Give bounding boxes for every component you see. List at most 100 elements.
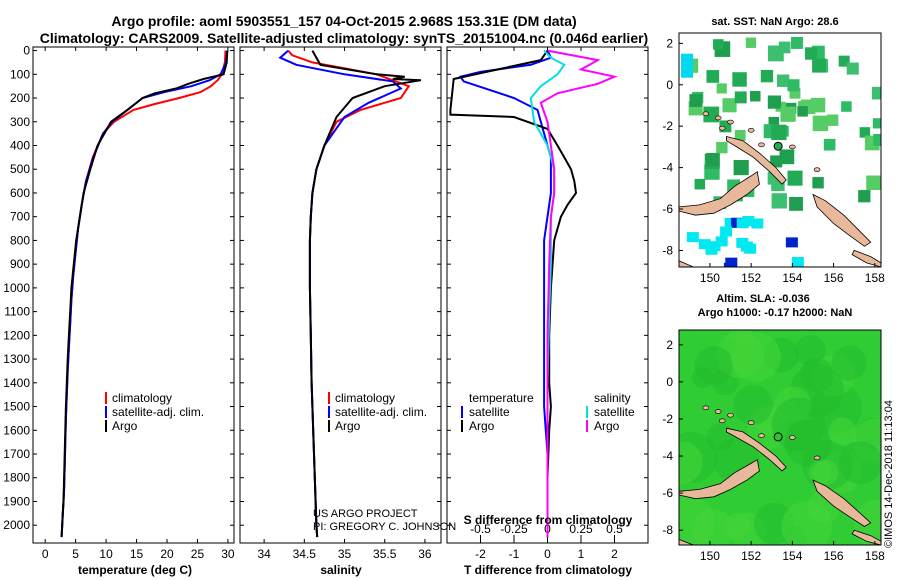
sst-cell (681, 53, 694, 78)
land-islet (813, 455, 821, 461)
x-tick-label: 152 (741, 549, 761, 563)
legend-s-argo: Argo (594, 419, 620, 433)
y-tick-label: 0 (666, 78, 673, 92)
sst-cell (846, 62, 859, 75)
sst-cell (812, 115, 829, 132)
y-tick-label: 600 (10, 186, 30, 200)
sst-cell (689, 94, 703, 107)
sla-map-subtitle: Argo h1000: -0.17 h2000: NaN (698, 307, 853, 319)
sst-cell (716, 141, 728, 154)
land-islet (718, 125, 726, 131)
y-tick-label: 1100 (4, 305, 30, 319)
sst-cell (732, 72, 747, 87)
map-content (679, 330, 881, 545)
y-tick-label: 700 (10, 210, 30, 224)
legend-salinity-title: salinity (594, 391, 631, 405)
series-line-argo (308, 50, 422, 538)
y-tick-label: 1600 (3, 423, 30, 437)
land-islet (702, 111, 710, 117)
series-line-t-argo (449, 50, 578, 538)
y-tick-label: 200 (10, 91, 30, 105)
x-tick-label: 20 (160, 547, 174, 561)
sst-map-title: sat. SST: NaN Argo: 28.6 (711, 16, 838, 28)
land-islet (758, 142, 765, 148)
t-difference-axis-label: T difference from climatology (464, 563, 632, 577)
sst-cell (705, 244, 718, 255)
y-tick-label: -8 (662, 243, 673, 257)
y-tick-label: 1200 (3, 328, 30, 342)
y-tick-label: 500 (10, 162, 30, 176)
sla-blob (771, 397, 826, 451)
sst-cell (871, 86, 881, 100)
sla-blob (799, 357, 835, 393)
x-tick-label: -2 (475, 547, 486, 561)
land-islet (702, 405, 710, 411)
y-tick-label: -6 (662, 202, 673, 216)
sst-cell (751, 218, 764, 229)
sst-cell (866, 175, 881, 191)
sst-cell (823, 138, 836, 151)
legend-temperature-title: temperature (469, 391, 534, 405)
series-line-satellite-adj-clim- (60, 50, 229, 538)
legend-climatology: climatology (335, 391, 395, 405)
sst-cell (797, 106, 808, 117)
land-islet (727, 412, 734, 418)
x-tick-label: 35 (338, 547, 352, 561)
sla-blob (691, 508, 734, 545)
imos-stamp: ©IMOS 14-Dec-2018 11:13:04 (883, 400, 895, 548)
land-islet (747, 128, 755, 133)
salinity-axis-label: salinity (320, 563, 362, 577)
plot-frame (239, 46, 442, 544)
sst-cell (791, 36, 803, 49)
sst-cell (760, 69, 774, 83)
sla-blob (679, 441, 703, 484)
sst-cell (785, 237, 798, 248)
x-tick-label: 34.5 (293, 547, 317, 561)
y-tick-label: 300 (10, 115, 30, 129)
sst-cell (812, 177, 824, 189)
sst-cell (787, 79, 800, 92)
x-tick-label: 0 (544, 547, 551, 561)
sla-blob (828, 417, 856, 446)
legend-argo: Argo (112, 419, 138, 433)
x-tick-label: 30 (221, 547, 235, 561)
sst-cell (789, 87, 801, 99)
y-tick-label: 0 (23, 44, 30, 58)
map-frame (678, 329, 882, 546)
sst-cell (780, 106, 796, 122)
x-tick-label: 150 (700, 271, 720, 285)
x-tick-label: 156 (824, 549, 844, 563)
y-tick-label: 2000 (3, 518, 30, 532)
header-line2: Climatology: CARS2009. Satellite-adjuste… (40, 30, 648, 46)
legend-satellite: satellite-adj. clim. (112, 405, 204, 419)
sst-cell (724, 217, 737, 228)
project-line1: US ARGO PROJECT (313, 508, 418, 520)
x-tick-label: 156 (824, 271, 844, 285)
sst-cell (706, 152, 720, 167)
y-tick-label: 2 (666, 338, 673, 352)
map-frame (678, 32, 882, 268)
land-png-mainland (679, 260, 694, 267)
land-islet (727, 119, 734, 125)
sla-map: 150 152 154 156 158 2 0 -2 -4 -6 -8 (662, 329, 885, 563)
sst-cell (734, 91, 747, 104)
sla-blob (694, 346, 734, 385)
series-line-climatology (287, 49, 411, 538)
x-tick-label: 0 (42, 547, 49, 561)
x-tick-label: 15 (130, 547, 144, 561)
sst-cell (872, 118, 881, 129)
land-new-britain (679, 459, 760, 500)
land-new-britain (679, 171, 760, 216)
sst-cell (787, 170, 803, 186)
sst-cell (841, 101, 852, 112)
x-tick-label: 154 (782, 271, 802, 285)
y-tick-label: -2 (662, 412, 673, 426)
land-islet (758, 433, 765, 438)
x-tick-label: 2 (611, 547, 618, 561)
x-tick-label: 35.5 (373, 547, 397, 561)
y-tick-label: 1000 (3, 281, 30, 295)
y-tick-label: 900 (10, 257, 30, 271)
series-line-s-argo (539, 49, 618, 538)
sst-cell (858, 190, 871, 203)
